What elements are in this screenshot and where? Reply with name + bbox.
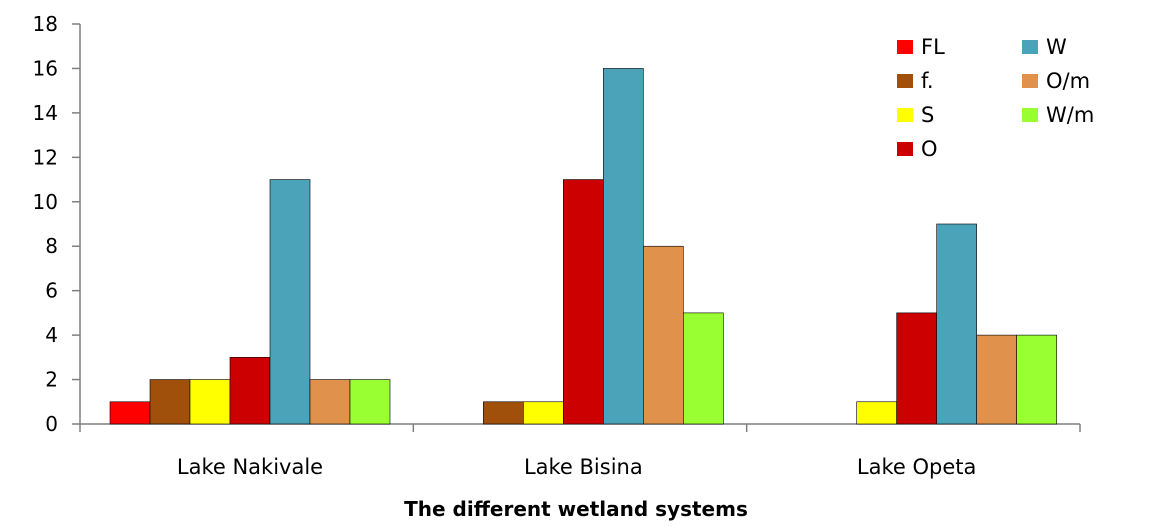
legend-swatch — [1022, 74, 1038, 88]
bar-f-2 — [483, 401, 524, 425]
y-tick-label: 2 — [45, 368, 58, 392]
bar-w-3 — [936, 223, 977, 425]
legend-swatch — [897, 74, 913, 88]
y-tick-label: 10 — [33, 190, 58, 214]
legend-label: FL — [921, 35, 945, 59]
legend-label: f. — [921, 69, 934, 93]
legend-swatch — [1022, 40, 1038, 54]
bar-w-1 — [269, 179, 311, 425]
y-axis-ticks: 0 2 4 6 8 10 12 14 16 18 — [33, 12, 80, 436]
legend-label: S — [921, 103, 934, 127]
y-tick-label: 12 — [33, 145, 58, 169]
legend-swatch — [897, 108, 913, 122]
chart-bars — [109, 68, 1057, 425]
y-tick-label: 18 — [33, 12, 58, 36]
x-category-label: Lake Bisina — [524, 455, 643, 479]
y-tick-label: 16 — [33, 56, 58, 80]
legend-label: W/m — [1046, 103, 1094, 127]
y-tick-label: 8 — [45, 234, 58, 258]
bar-s-2 — [523, 401, 564, 425]
chart-legend: FL f. SO W O/m W/m — [897, 35, 1094, 161]
y-tick-label: 14 — [33, 101, 58, 125]
bar-o-3 — [896, 312, 937, 425]
legend-label: O — [921, 137, 938, 161]
legend-label: O/m — [1046, 69, 1090, 93]
y-tick-label: 0 — [45, 412, 58, 436]
bar-wm-1 — [349, 379, 391, 425]
bar-wm-2 — [683, 312, 724, 425]
legend-label: W — [1046, 35, 1067, 59]
y-tick-label: 6 — [45, 279, 58, 303]
x-axis-title: The different wetland systems — [404, 497, 748, 521]
bar-o-2 — [563, 179, 604, 425]
bar-s-1 — [189, 379, 231, 425]
bar-wm-3 — [1016, 334, 1057, 425]
bar-w-2 — [603, 68, 644, 425]
x-category-label: Lake Opeta — [857, 455, 976, 479]
bar-om-2 — [643, 245, 684, 425]
legend-swatch — [897, 142, 913, 156]
y-tick-label: 4 — [45, 323, 58, 347]
bar-o-1 — [229, 357, 271, 425]
legend-swatch — [897, 40, 913, 54]
bar-fl-1 — [109, 401, 151, 425]
bar-f-1 — [149, 379, 191, 425]
bar-om-3 — [976, 334, 1017, 425]
x-category-label: Lake Nakivale — [177, 455, 323, 479]
legend-swatch — [1022, 108, 1038, 122]
bar-s-3 — [856, 401, 897, 425]
x-axis-categories: Lake Nakivale Lake Bisina Lake Opeta — [177, 455, 977, 479]
bar-om-1 — [309, 379, 351, 425]
